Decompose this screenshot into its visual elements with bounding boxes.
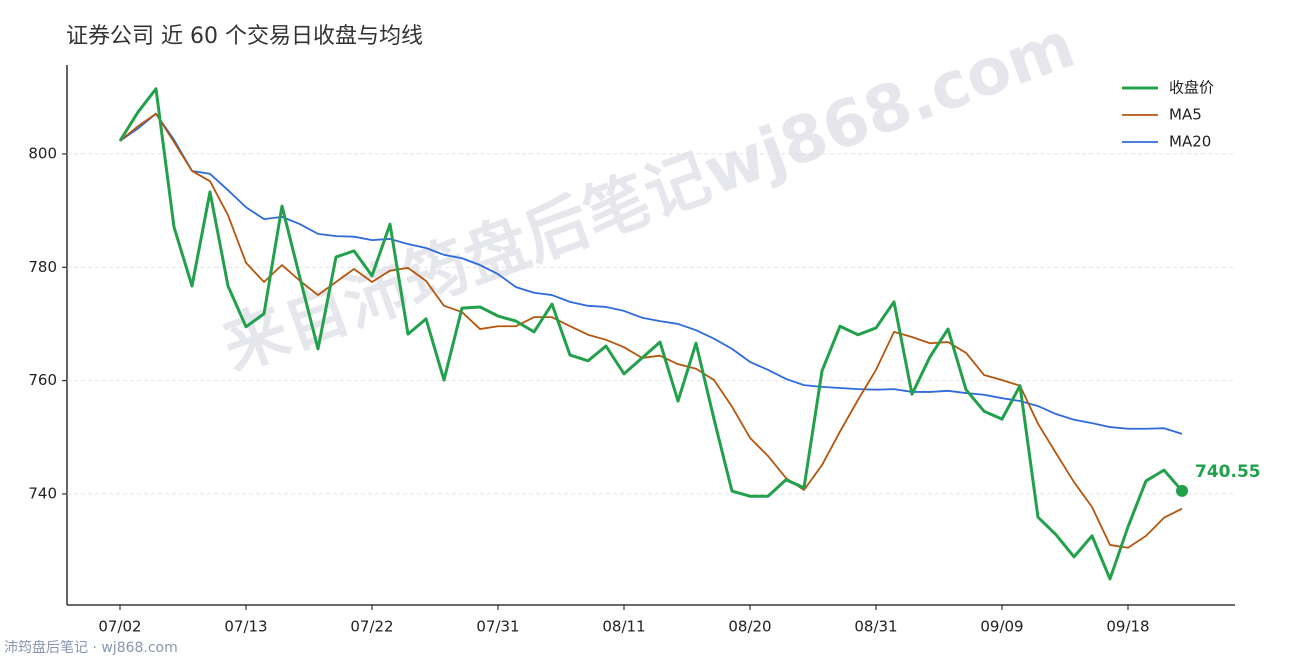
x-tick-label: 07/22 bbox=[350, 618, 393, 636]
y-tick-label: 740 bbox=[28, 484, 57, 502]
footer: 沛筠盘后笔记 · wj868.com bbox=[4, 639, 178, 656]
x-tick-label: 09/09 bbox=[980, 618, 1023, 636]
legend-label: MA20 bbox=[1169, 133, 1211, 151]
x-tick-label: 07/13 bbox=[224, 618, 267, 636]
chart-title: 证券公司 近 60 个交易日收盘与均线 bbox=[66, 24, 423, 49]
series-line bbox=[119, 112, 1183, 549]
x-tick-label: 08/31 bbox=[854, 618, 897, 636]
x-tick-label: 08/20 bbox=[728, 618, 771, 636]
series-line bbox=[119, 112, 1183, 435]
x-tick-label: 07/02 bbox=[98, 618, 141, 636]
series-line bbox=[118, 87, 1184, 581]
end-label: 740.55 bbox=[1195, 462, 1261, 482]
y-tick-label: 780 bbox=[28, 258, 57, 276]
watermark: 来自沛筠盘后笔记wj868.com bbox=[214, 8, 1085, 385]
end-point bbox=[1176, 484, 1188, 497]
legend-label: 收盘价 bbox=[1169, 79, 1214, 97]
x-tick-label: 07/31 bbox=[476, 618, 519, 636]
x-tick-label: 08/11 bbox=[602, 618, 645, 636]
legend-label: MA5 bbox=[1169, 106, 1202, 124]
y-tick-label: 800 bbox=[28, 144, 57, 162]
y-tick-label: 760 bbox=[28, 371, 57, 389]
x-tick-label: 09/18 bbox=[1106, 618, 1149, 636]
